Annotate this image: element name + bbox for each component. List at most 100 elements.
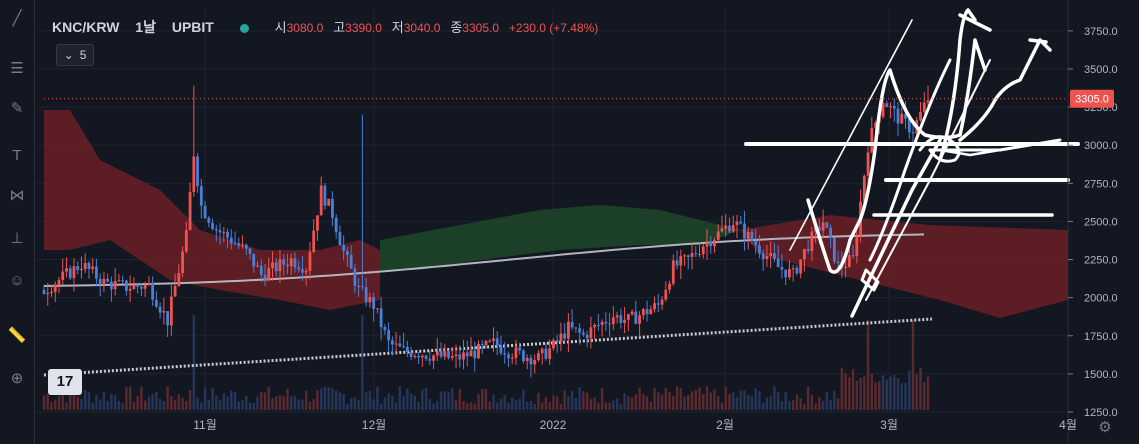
- settings-icon[interactable]: ⚙: [1098, 419, 1112, 436]
- candle-body: [450, 356, 454, 358]
- candle-body: [420, 355, 424, 358]
- trend-line-icon[interactable]: ╱: [12, 10, 22, 27]
- timeframe[interactable]: 1날: [135, 19, 156, 35]
- volume-bar: [544, 396, 548, 410]
- volume-bar: [125, 387, 128, 410]
- candle-body: [346, 250, 349, 255]
- volume-bar: [705, 386, 709, 410]
- volume-bar: [570, 390, 574, 410]
- volume-bar: [128, 386, 132, 410]
- candle-body: [211, 222, 214, 230]
- candle-body: [91, 266, 95, 269]
- candle-body: [357, 285, 361, 287]
- candle-body: [870, 127, 874, 153]
- candle-body: [259, 265, 263, 275]
- volume-bar: [252, 403, 255, 410]
- candle-body: [911, 132, 915, 134]
- candle-body: [50, 291, 53, 293]
- symbol-name[interactable]: KNC/KRW: [52, 19, 120, 35]
- volume-bar: [462, 400, 465, 410]
- volume-bar: [765, 397, 769, 410]
- time-axis[interactable]: 11월 12월 2022 2월 3월 4월: [193, 418, 1077, 432]
- volume-bar: [226, 396, 229, 410]
- candle-body: [907, 118, 911, 133]
- candle-body: [675, 260, 679, 266]
- volume-bar: [117, 400, 121, 410]
- candle-body: [559, 333, 563, 342]
- volume-bar: [836, 398, 840, 410]
- volume-bar: [80, 398, 83, 410]
- volume-bar: [754, 388, 757, 410]
- candle-body: [177, 273, 181, 286]
- candle-body: [694, 253, 698, 255]
- volume-bar: [683, 396, 686, 410]
- volume-bar: [218, 399, 222, 410]
- candle-body: [136, 284, 140, 287]
- candle-body: [735, 221, 739, 225]
- candle-body: [836, 261, 840, 264]
- candle-body: [806, 249, 810, 251]
- candle-body: [102, 278, 106, 285]
- volume-bar: [136, 396, 139, 410]
- candle-body: [563, 333, 567, 339]
- candle-body: [529, 357, 533, 365]
- candle-body: [297, 267, 301, 270]
- close-value: 3305.0: [462, 21, 499, 35]
- indicator-count: 5: [79, 48, 87, 62]
- open-label: 시: [274, 20, 287, 35]
- candle-body: [413, 355, 417, 357]
- chevron-down-icon: ⌄: [63, 48, 74, 62]
- indicators-toggle-button[interactable]: ⌄ 5: [56, 44, 94, 66]
- candle-body: [555, 340, 559, 342]
- price-axis[interactable]: 3750.03500.03250.03000.02750.02500.02250…: [44, 0, 1118, 444]
- candle-body: [510, 357, 514, 359]
- candle-body: [548, 348, 552, 359]
- candle-body: [95, 266, 98, 279]
- candle-body: [862, 175, 866, 202]
- hand-drawn-stroke: [868, 58, 952, 262]
- volume-bar: [331, 388, 334, 410]
- emoji-icon[interactable]: ☺: [9, 272, 25, 289]
- brush-icon[interactable]: ✎: [10, 100, 24, 117]
- candle-body: [739, 221, 743, 224]
- volume-bar: [406, 388, 409, 410]
- volume-bar: [769, 395, 772, 410]
- text-icon[interactable]: T: [12, 147, 22, 164]
- change-value: +230.0 (+7.48%): [508, 21, 599, 35]
- volume-bar: [511, 397, 514, 410]
- fib-icon[interactable]: ☰: [10, 60, 24, 77]
- volume-bar: [275, 396, 278, 410]
- volume-bar: [110, 393, 113, 410]
- volume-bar: [113, 395, 117, 410]
- candle-body: [746, 231, 750, 239]
- ruler-icon[interactable]: 📏: [7, 327, 27, 344]
- candle-body: [780, 267, 784, 270]
- candle-body: [495, 338, 499, 346]
- pattern-icon[interactable]: ⋈: [9, 187, 25, 204]
- volume-bar: [687, 395, 690, 410]
- candle-body: [754, 241, 758, 246]
- zoom-icon[interactable]: ⊕: [10, 370, 24, 387]
- candle-body: [169, 296, 173, 326]
- volume-bar: [424, 387, 428, 410]
- ma-line-long: [43, 233, 925, 287]
- candle-body: [743, 223, 746, 239]
- volume-bar: [844, 373, 847, 410]
- candle-body: [581, 332, 585, 335]
- volume-bar: [795, 394, 799, 410]
- volume-bar: [518, 398, 521, 410]
- volume-bar: [237, 401, 240, 410]
- volume-bar: [402, 395, 405, 410]
- candle-body: [825, 222, 829, 228]
- candle-body: [252, 253, 256, 267]
- candle-body: [304, 270, 308, 273]
- y-tick-label: 2250.0: [1084, 255, 1118, 267]
- measure-icon[interactable]: ⊥: [10, 230, 24, 247]
- volume-bar: [904, 382, 907, 410]
- volume-bar: [290, 395, 293, 410]
- volume-bar: [102, 391, 106, 410]
- volume-bar: [791, 400, 795, 410]
- volume-bar: [567, 395, 570, 410]
- volume-bar: [653, 387, 656, 410]
